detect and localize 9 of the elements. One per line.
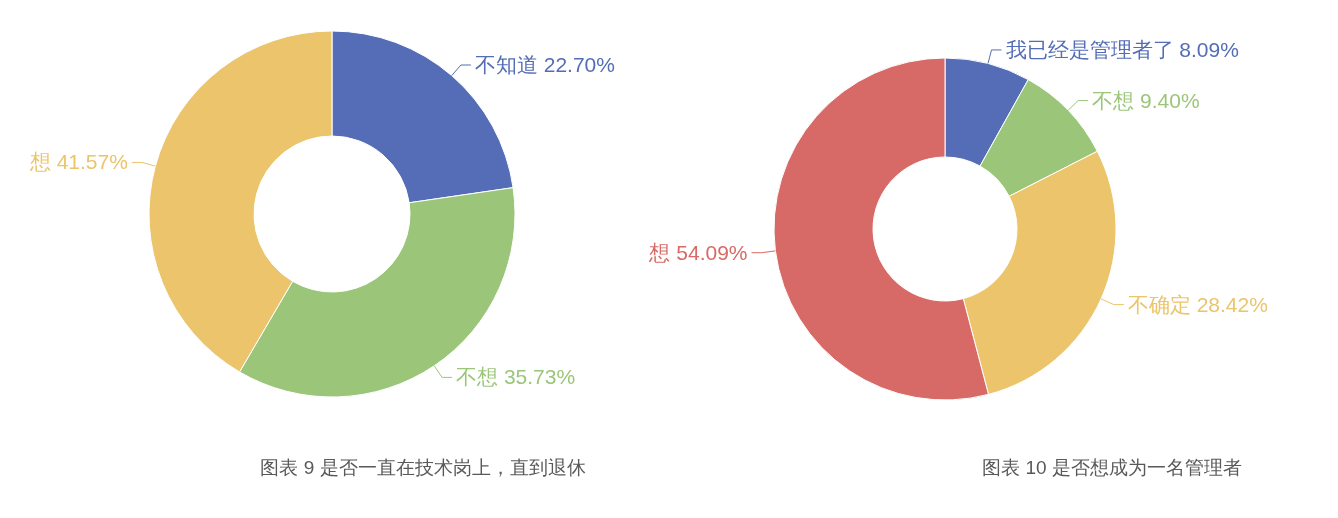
text: 图表 9 是否一直在技术岗上，直到退休 bbox=[260, 457, 586, 478]
slice-label: 不确定 28.42% bbox=[1127, 292, 1268, 316]
slice-label: 不知道 22.70% bbox=[474, 53, 615, 77]
slice-label: 想 54.09% bbox=[648, 240, 748, 264]
text: 图表 10 是否想成为一名管理者 bbox=[982, 457, 1242, 478]
slice-label: 不想 9.40% bbox=[1092, 88, 1200, 112]
slice-label: 想 41.57% bbox=[28, 150, 128, 174]
slice-label: 不想 35.73% bbox=[456, 365, 576, 389]
slice-label: 我已经是管理者了 8.09% bbox=[1005, 37, 1239, 61]
